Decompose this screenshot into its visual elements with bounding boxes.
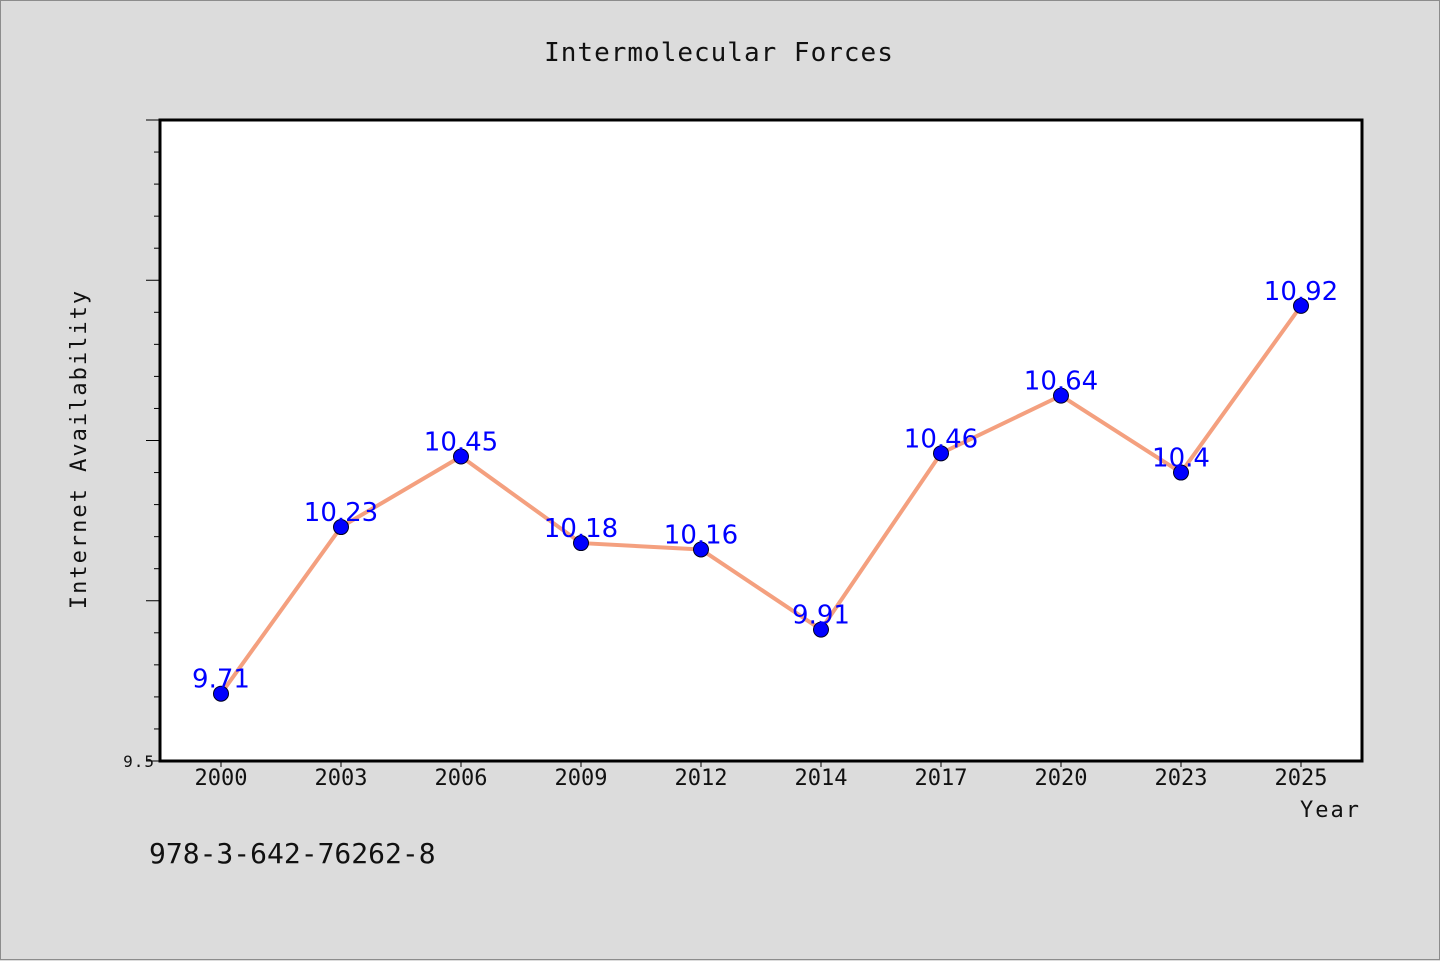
data-point — [1173, 464, 1189, 481]
data-label: 10.45 — [424, 428, 498, 458]
x-axis-label: Year — [1300, 798, 1361, 823]
x-tick-label: 2014 — [795, 766, 848, 791]
footer-text: 978-3-642-76262-8 — [149, 837, 436, 870]
data-label: 10.92 — [1264, 277, 1338, 307]
data-point — [453, 448, 469, 465]
data-label: 10.16 — [664, 520, 738, 550]
data-label: 10.23 — [304, 498, 378, 528]
x-axis-ticks: 2000 2003 2006 2009 2012 2014 2017 2020 2023 2025 — [195, 761, 1328, 791]
x-tick-label: 2017 — [915, 766, 968, 791]
data-label: 10.46 — [904, 424, 978, 454]
chart-title: Intermolecular Forces — [544, 38, 894, 68]
data-point — [1293, 297, 1309, 314]
plot-area — [158, 118, 1364, 763]
x-tick-label: 2000 — [195, 766, 248, 791]
data-label: 10.64 — [1024, 367, 1098, 397]
data-point — [1053, 387, 1069, 404]
x-tick-label: 2006 — [435, 766, 488, 791]
y-axis-ticks — [146, 119, 160, 762]
series-line-group — [219, 304, 1303, 695]
x-tick-label: 2020 — [1035, 766, 1088, 791]
x-tick-label: 2012 — [675, 766, 728, 791]
data-markers — [213, 297, 1309, 702]
data-point — [933, 445, 949, 462]
x-tick-label: 2009 — [555, 766, 608, 791]
data-point — [813, 621, 829, 638]
data-label: 10.18 — [544, 514, 618, 544]
data-label: 10.4 — [1152, 444, 1210, 474]
y-axis-label: Internet Availability — [67, 289, 92, 609]
data-point — [213, 685, 229, 702]
x-tick-label: 2003 — [315, 766, 368, 791]
x-tick-label: 2025 — [1275, 766, 1328, 791]
x-tick-label: 2023 — [1155, 766, 1208, 791]
data-point — [333, 519, 349, 536]
data-point — [693, 541, 709, 558]
data-label: 9.71 — [192, 665, 250, 695]
y-tick-label: 9.5 — [123, 752, 155, 771]
data-label: 9.91 — [792, 601, 850, 631]
series-line — [219, 304, 1303, 695]
data-point — [573, 535, 589, 552]
data-labels: 9.71 10.23 10.45 10.18 10.16 9.91 10.46 10.64 10… — [192, 277, 1338, 695]
